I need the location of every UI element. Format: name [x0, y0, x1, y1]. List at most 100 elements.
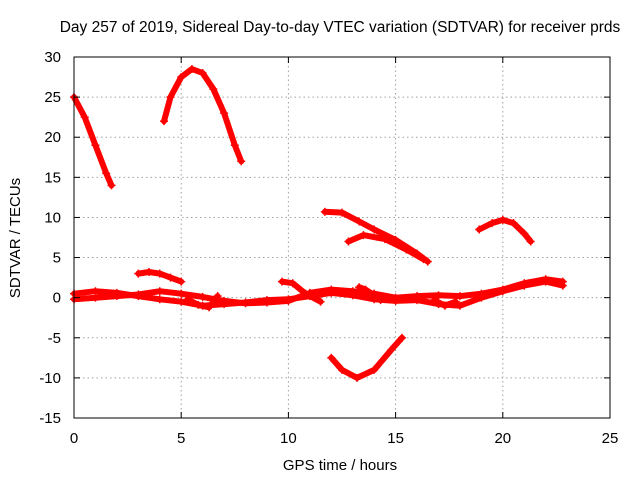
x-tick-label: 20 [494, 430, 511, 447]
data-point [541, 275, 550, 284]
series-arc-2 [161, 66, 245, 165]
series-blip-1 [279, 278, 324, 305]
y-tick-label: 30 [44, 49, 61, 66]
data-point [509, 219, 518, 228]
y-tick-label: 10 [44, 209, 61, 226]
data-point [526, 237, 535, 246]
x-tick-label: 10 [280, 430, 297, 447]
data-point [284, 296, 293, 305]
data-point [477, 289, 486, 298]
plot-frame [73, 56, 611, 419]
data-point [359, 231, 368, 240]
x-tick-label: 15 [387, 430, 404, 447]
tick-labels: 0 5 10 15 20 25 -15 -10 -5 0 5 10 15 20 25 30 [39, 49, 618, 447]
y-tick-label: 20 [44, 129, 61, 146]
data-point [177, 297, 186, 306]
data-point [380, 235, 389, 244]
data-point [177, 73, 186, 82]
data-point [355, 217, 364, 226]
data-point [316, 297, 325, 306]
data-point [160, 117, 169, 126]
data-point [194, 300, 203, 309]
data-point [230, 141, 239, 150]
data-point [220, 296, 229, 305]
series-blip-3 [184, 293, 221, 311]
data-point [320, 207, 329, 216]
series-blip-2 [356, 284, 384, 304]
data-point [376, 296, 385, 305]
data-point [558, 277, 567, 286]
data-point [413, 292, 422, 301]
data-point [370, 225, 379, 234]
data-point [391, 293, 400, 302]
y-tick-label: -15 [39, 410, 61, 427]
data-point [262, 298, 271, 307]
data-point [166, 273, 175, 282]
data-point [402, 245, 411, 254]
data-point [353, 373, 362, 382]
x-tick-label: 25 [602, 430, 619, 447]
y-axis-label: SDTVAR / TECUs [7, 178, 24, 298]
data-point [344, 237, 353, 246]
y-tick-label: -10 [39, 370, 61, 387]
data-point [166, 93, 175, 102]
data-point [277, 277, 286, 286]
data-point [205, 303, 214, 312]
data-point [419, 255, 428, 264]
data-point [198, 69, 207, 78]
data-point [327, 353, 336, 362]
data-point [451, 297, 460, 306]
y-tick-label: 25 [44, 89, 61, 106]
data-point [387, 345, 396, 354]
data-point [220, 109, 229, 118]
data-point [370, 291, 379, 300]
data-point [455, 301, 464, 310]
data-point [213, 292, 222, 301]
series-arc-7 [476, 216, 534, 245]
data-point [520, 229, 529, 238]
y-tick-label: -5 [48, 330, 61, 347]
data-point [177, 277, 186, 286]
data-point [434, 291, 443, 300]
data-point [102, 169, 111, 178]
data-point [338, 208, 346, 217]
data-point [134, 269, 143, 278]
x-axis-label: GPS time / hours [283, 457, 397, 474]
data-point [187, 65, 196, 74]
data-point [155, 269, 164, 278]
data-point [112, 292, 121, 301]
data-point [198, 292, 207, 301]
data-point [177, 289, 186, 298]
data-point [155, 295, 164, 304]
data-point [241, 299, 250, 308]
x-tick-label: 0 [70, 430, 78, 447]
data-point [520, 279, 529, 288]
data-point [355, 283, 364, 292]
y-tick-label: 15 [44, 169, 61, 186]
data-point [134, 290, 143, 299]
data-point [440, 301, 449, 310]
x-tick-label: 5 [177, 430, 185, 447]
data-point [288, 279, 297, 288]
chart-title: Day 257 of 2019, Sidereal Day-to-day VTE… [60, 19, 621, 36]
data-point [155, 287, 164, 296]
data-point [237, 157, 246, 166]
data-point [338, 365, 346, 374]
series-arc-6 [328, 334, 405, 381]
data-point [488, 219, 497, 228]
data-point [498, 215, 507, 224]
data-point [91, 141, 100, 150]
series-layer [70, 65, 567, 382]
data-point [209, 85, 218, 94]
data-point [475, 225, 484, 234]
data-point [455, 292, 464, 301]
data-point [301, 289, 310, 298]
data-point [183, 295, 192, 304]
data-point [430, 296, 439, 305]
y-tick-label: 5 [53, 250, 61, 267]
data-point [145, 267, 154, 276]
data-point [348, 287, 357, 296]
data-point [327, 285, 336, 294]
data-point [91, 293, 100, 302]
data-point [107, 181, 116, 190]
